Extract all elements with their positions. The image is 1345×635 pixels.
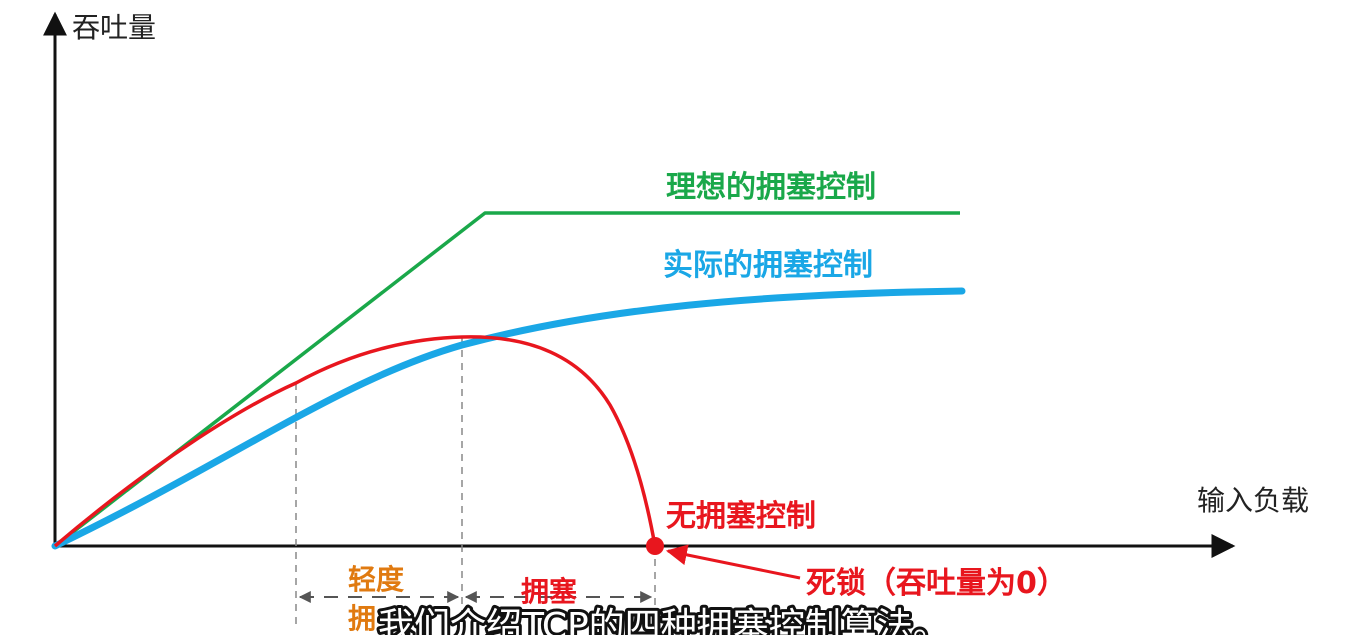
ideal-curve-label: 理想的拥塞控制	[666, 170, 876, 205]
ideal-curve	[53, 211, 960, 548]
actual-curve	[51, 287, 966, 550]
light-congestion-label-line2: 拥	[348, 602, 376, 635]
subtitle-caption: 我们介绍TCP的四种拥塞控制算法。	[378, 606, 949, 635]
no-control-curve	[53, 335, 657, 548]
light-congestion-label-line1: 轻度	[348, 563, 404, 596]
y-axis-label: 吞吐量	[72, 11, 156, 44]
actual-curve-label: 实际的拥塞控制	[663, 248, 873, 283]
deadlock-point	[646, 537, 664, 555]
deadlock-arrow	[665, 544, 801, 580]
no-control-label: 无拥塞控制	[666, 499, 816, 534]
congestion-zone-label: 拥塞	[521, 575, 577, 608]
deadlock-label: 死锁（吞吐量为0）	[806, 566, 1067, 601]
x-axis-label: 输入负载	[1197, 484, 1309, 517]
